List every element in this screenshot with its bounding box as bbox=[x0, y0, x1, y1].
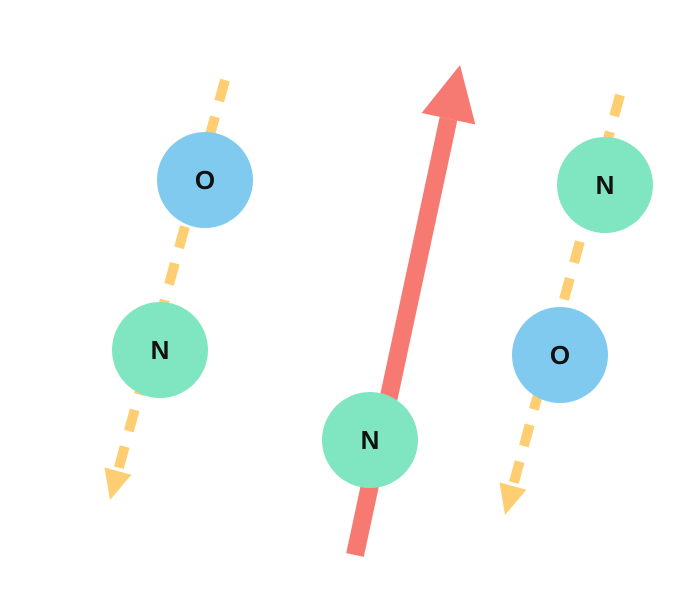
atom-center_N: N bbox=[322, 392, 418, 488]
atom-left_N: N bbox=[112, 302, 208, 398]
arrow-head-icon bbox=[499, 482, 526, 515]
atom-label: O bbox=[195, 165, 215, 195]
atom-label: N bbox=[151, 335, 170, 365]
arrow-shaft bbox=[355, 119, 448, 555]
atom-right_O: O bbox=[512, 307, 608, 403]
atom-label: N bbox=[361, 425, 380, 455]
molecule-diagram: O N N N O bbox=[0, 0, 700, 600]
arrow-head-icon bbox=[422, 65, 476, 125]
atoms-layer: O N N N O bbox=[112, 132, 653, 488]
atom-label: O bbox=[550, 340, 570, 370]
arrow-head-icon bbox=[104, 467, 131, 500]
atom-right_N: N bbox=[557, 137, 653, 233]
atom-label: N bbox=[596, 170, 615, 200]
atom-left_O: O bbox=[157, 132, 253, 228]
